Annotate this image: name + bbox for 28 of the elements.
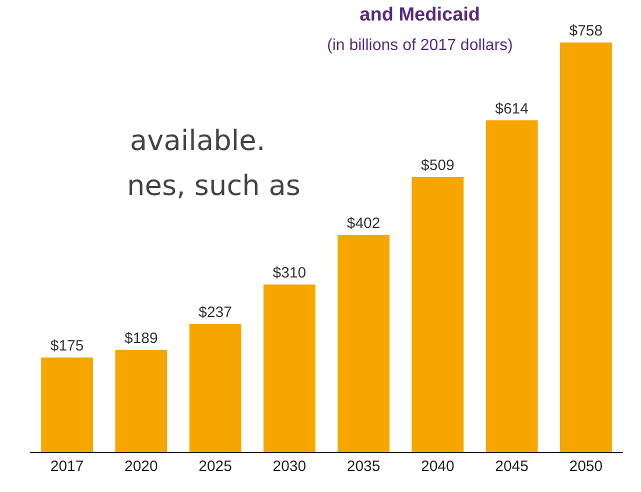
annotation: nes, such as [127,169,300,202]
data-label: $614 [495,100,529,118]
annotation: available. [130,124,266,157]
bar [115,350,168,452]
bar [41,357,94,452]
data-label: $758 [569,22,603,40]
data-label: $175 [50,337,84,354]
chart-title: and Medicaid [360,4,480,26]
x-tick-label: 2017 [50,458,84,475]
bar [338,234,390,452]
data-label: $310 [272,264,306,282]
data-label: $189 [124,330,158,347]
x-tick-label: 2040 [421,458,454,475]
x-tick-label: 2030 [272,458,306,475]
bar [263,284,316,452]
bar [486,120,538,452]
data-label: $237 [198,304,232,321]
x-tick-label: 2025 [198,458,232,475]
bar [412,177,464,452]
x-tick-label: 2020 [124,458,158,475]
x-tick-label: 2050 [569,458,603,475]
x-tick-label: 2035 [346,458,380,475]
bar [189,324,242,452]
data-label: $402 [346,214,380,232]
chart-subtitle: (in billions of 2017 dollars) [327,37,513,54]
x-tick-label: 2045 [495,458,528,475]
bar [560,42,612,452]
data-label: $509 [420,157,454,174]
